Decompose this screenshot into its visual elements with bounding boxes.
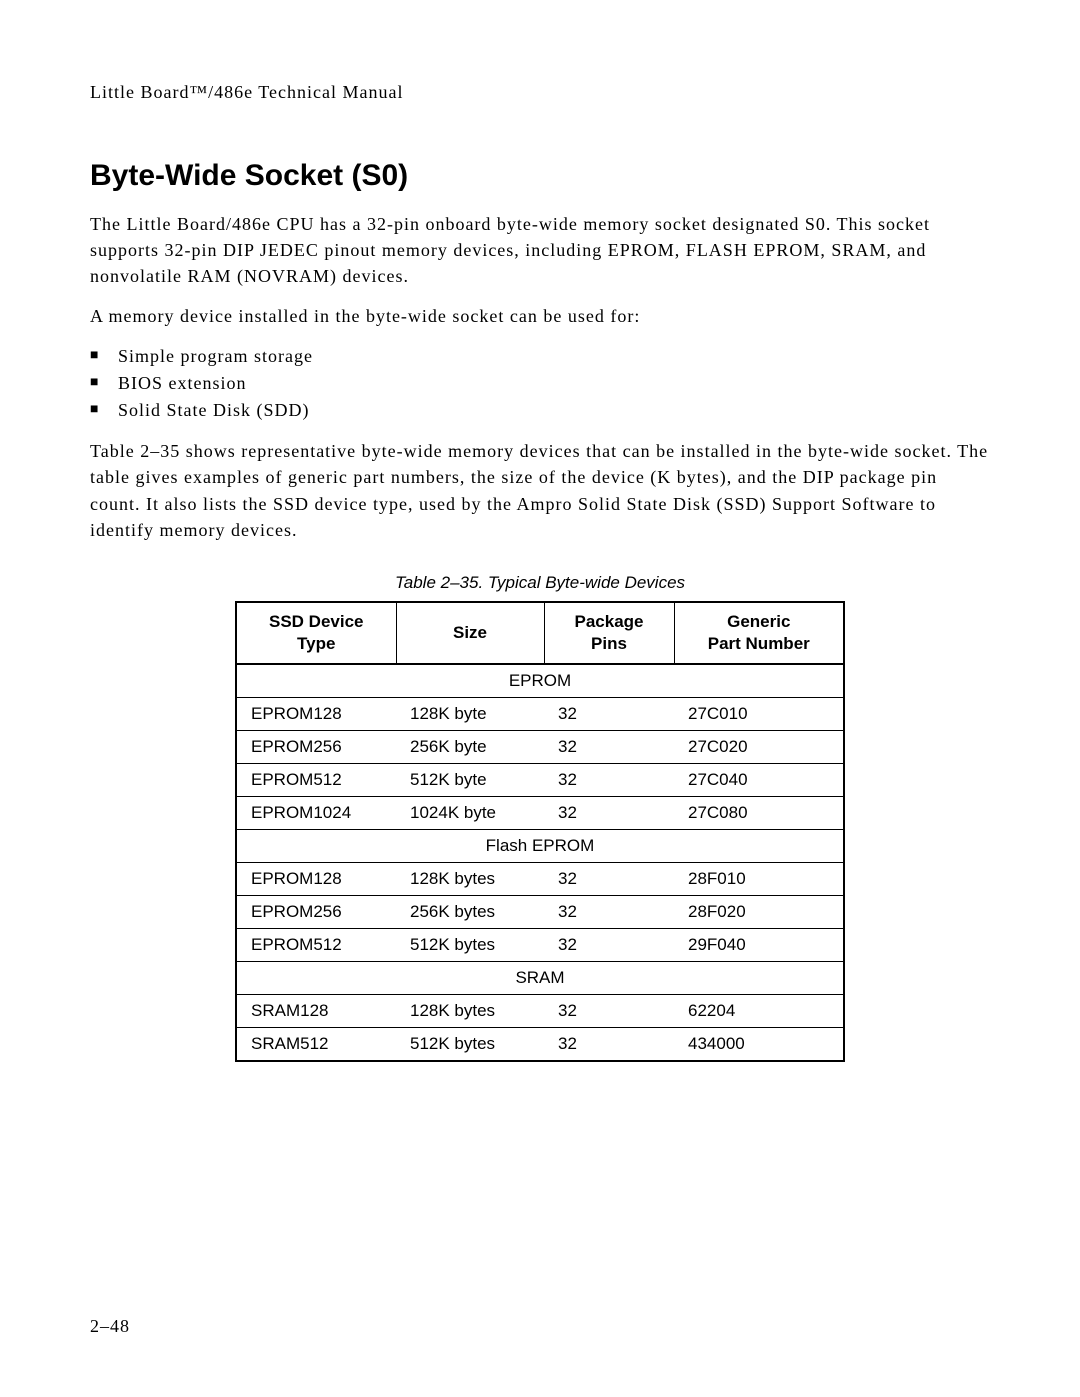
section-label: EPROM [236, 664, 844, 698]
cell: 256K byte [396, 730, 544, 763]
bullet-list: Simple program storage BIOS extension So… [90, 343, 990, 424]
cell: 32 [544, 895, 674, 928]
cell: 32 [544, 862, 674, 895]
table-caption: Table 2–35. Typical Byte-wide Devices [90, 573, 990, 593]
table-row: EPROM256256K bytes3228F020 [236, 895, 844, 928]
table-row: EPROM10241024K byte3227C080 [236, 796, 844, 829]
section-label: SRAM [236, 961, 844, 994]
table-wrap: SSD DeviceType Size PackagePins GenericP… [90, 601, 990, 1062]
cell: 32 [544, 697, 674, 730]
cell: 32 [544, 763, 674, 796]
cell: SRAM128 [236, 994, 396, 1027]
paragraph-1: The Little Board/486e CPU has a 32-pin o… [90, 211, 990, 289]
cell: 32 [544, 928, 674, 961]
cell: EPROM128 [236, 862, 396, 895]
cell: 512K bytes [396, 928, 544, 961]
cell: 32 [544, 796, 674, 829]
cell: 32 [544, 730, 674, 763]
table-body: EPROM EPROM128128K byte3227C010 EPROM256… [236, 664, 844, 1061]
cell: 32 [544, 1027, 674, 1061]
devices-table: SSD DeviceType Size PackagePins GenericP… [235, 601, 845, 1062]
page: Little Board™/486e Technical Manual Byte… [0, 0, 1080, 1397]
cell: EPROM512 [236, 763, 396, 796]
cell: 434000 [674, 1027, 844, 1061]
list-item: Solid State Disk (SDD) [90, 397, 990, 424]
table-row: SRAM512512K bytes32434000 [236, 1027, 844, 1061]
cell: 62204 [674, 994, 844, 1027]
paragraph-2: A memory device installed in the byte-wi… [90, 303, 990, 329]
cell: 512K bytes [396, 1027, 544, 1061]
section-row: Flash EPROM [236, 829, 844, 862]
paragraph-3: Table 2–35 shows representative byte-wid… [90, 438, 990, 542]
table-header-row: SSD DeviceType Size PackagePins GenericP… [236, 602, 844, 664]
table-row: EPROM256256K byte3227C020 [236, 730, 844, 763]
table-row: EPROM512512K byte3227C040 [236, 763, 844, 796]
col-header-size: Size [396, 602, 544, 664]
cell: EPROM256 [236, 895, 396, 928]
col-header-pins: PackagePins [544, 602, 674, 664]
cell: 28F010 [674, 862, 844, 895]
col-header-type: SSD DeviceType [236, 602, 396, 664]
table-row: EPROM128128K bytes3228F010 [236, 862, 844, 895]
cell: 128K bytes [396, 862, 544, 895]
cell: 512K byte [396, 763, 544, 796]
cell: 28F020 [674, 895, 844, 928]
cell: EPROM512 [236, 928, 396, 961]
cell: 128K bytes [396, 994, 544, 1027]
cell: SRAM512 [236, 1027, 396, 1061]
section-heading: Byte-Wide Socket (S0) [90, 159, 990, 193]
cell: 256K bytes [396, 895, 544, 928]
cell: 27C010 [674, 697, 844, 730]
table-row: EPROM512512K bytes3229F040 [236, 928, 844, 961]
section-row: EPROM [236, 664, 844, 698]
cell: 27C080 [674, 796, 844, 829]
cell: 1024K byte [396, 796, 544, 829]
cell: 29F040 [674, 928, 844, 961]
cell: EPROM256 [236, 730, 396, 763]
cell: 27C040 [674, 763, 844, 796]
col-header-part: GenericPart Number [674, 602, 844, 664]
section-row: SRAM [236, 961, 844, 994]
cell: EPROM1024 [236, 796, 396, 829]
cell: 32 [544, 994, 674, 1027]
cell: 27C020 [674, 730, 844, 763]
list-item: Simple program storage [90, 343, 990, 370]
cell: 128K byte [396, 697, 544, 730]
cell: EPROM128 [236, 697, 396, 730]
section-label: Flash EPROM [236, 829, 844, 862]
running-header: Little Board™/486e Technical Manual [90, 82, 990, 103]
list-item: BIOS extension [90, 370, 990, 397]
table-row: SRAM128128K bytes3262204 [236, 994, 844, 1027]
page-number: 2–48 [90, 1316, 130, 1337]
table-row: EPROM128128K byte3227C010 [236, 697, 844, 730]
